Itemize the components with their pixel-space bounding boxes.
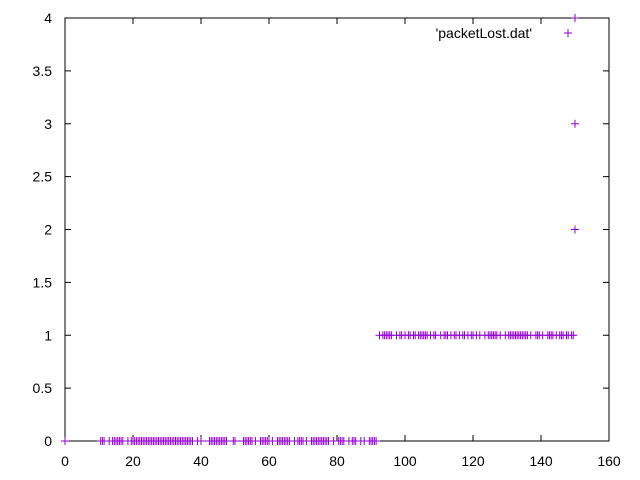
x-tick-label: 100 bbox=[393, 453, 417, 469]
y-tick-label: 2.5 bbox=[33, 169, 53, 185]
x-tick-label: 40 bbox=[193, 453, 209, 469]
y-tick-label: 1 bbox=[44, 327, 52, 343]
x-tick-label: 60 bbox=[261, 453, 277, 469]
data-point bbox=[571, 225, 579, 234]
data-point bbox=[231, 437, 239, 445]
data-point bbox=[197, 437, 205, 445]
data-points bbox=[61, 14, 579, 445]
y-tick-label: 4 bbox=[44, 10, 52, 26]
x-tick-label: 160 bbox=[597, 453, 621, 469]
data-point bbox=[571, 119, 579, 128]
x-tick-label: 20 bbox=[125, 453, 141, 469]
legend-label: 'packetLost.dat' bbox=[436, 25, 532, 41]
x-tick-label: 0 bbox=[61, 453, 69, 469]
y-tick-label: 3 bbox=[44, 116, 52, 132]
legend: 'packetLost.dat' bbox=[436, 25, 572, 41]
legend-marker-glyph bbox=[564, 29, 572, 37]
legend-marker bbox=[564, 29, 572, 37]
data-point bbox=[61, 437, 69, 445]
x-tick-label: 120 bbox=[461, 453, 485, 469]
y-tick-label: 3.5 bbox=[33, 63, 53, 79]
data-point bbox=[571, 14, 579, 22]
data-point bbox=[222, 437, 231, 445]
y-tick-label: 0.5 bbox=[33, 380, 53, 396]
x-tick-label: 80 bbox=[329, 453, 345, 469]
x-tick-label: 140 bbox=[529, 453, 553, 469]
y-tick-label: 0 bbox=[44, 433, 52, 449]
y-tick-label: 2 bbox=[44, 222, 52, 238]
data-point bbox=[372, 437, 381, 445]
axes: 0 20 40 60 80 100 120 140 160 0 0.5 1 1.5 2 2.5 3 3.5 4 bbox=[33, 10, 621, 469]
y-tick-label: 1.5 bbox=[33, 274, 53, 290]
data-point bbox=[569, 331, 578, 340]
